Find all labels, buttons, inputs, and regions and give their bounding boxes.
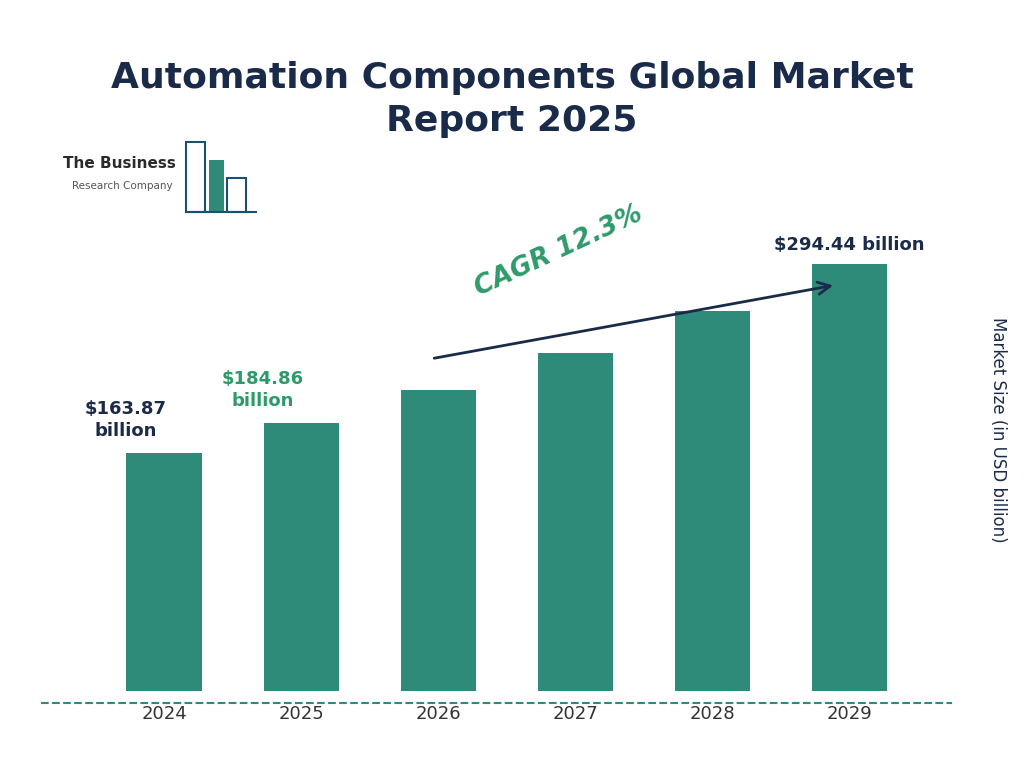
Text: Automation Components Global Market
Report 2025: Automation Components Global Market Repo…	[111, 61, 913, 137]
Text: $163.87
billion: $163.87 billion	[85, 400, 167, 440]
Text: $184.86
billion: $184.86 billion	[222, 369, 304, 410]
Bar	[186, 141, 205, 212]
Bar	[227, 178, 246, 212]
Bar	[209, 160, 224, 212]
Bar	[127, 453, 202, 691]
Text: The Business: The Business	[63, 156, 176, 171]
Text: Market Size (in USD billion): Market Size (in USD billion)	[989, 317, 1008, 543]
Bar	[812, 264, 887, 691]
Bar	[400, 390, 476, 691]
Bar	[675, 311, 751, 691]
Text: Research Company: Research Company	[72, 180, 172, 191]
Bar	[263, 423, 339, 691]
Bar	[538, 353, 613, 691]
Text: $294.44 billion: $294.44 billion	[774, 236, 925, 253]
Text: CAGR 12.3%: CAGR 12.3%	[470, 200, 646, 301]
